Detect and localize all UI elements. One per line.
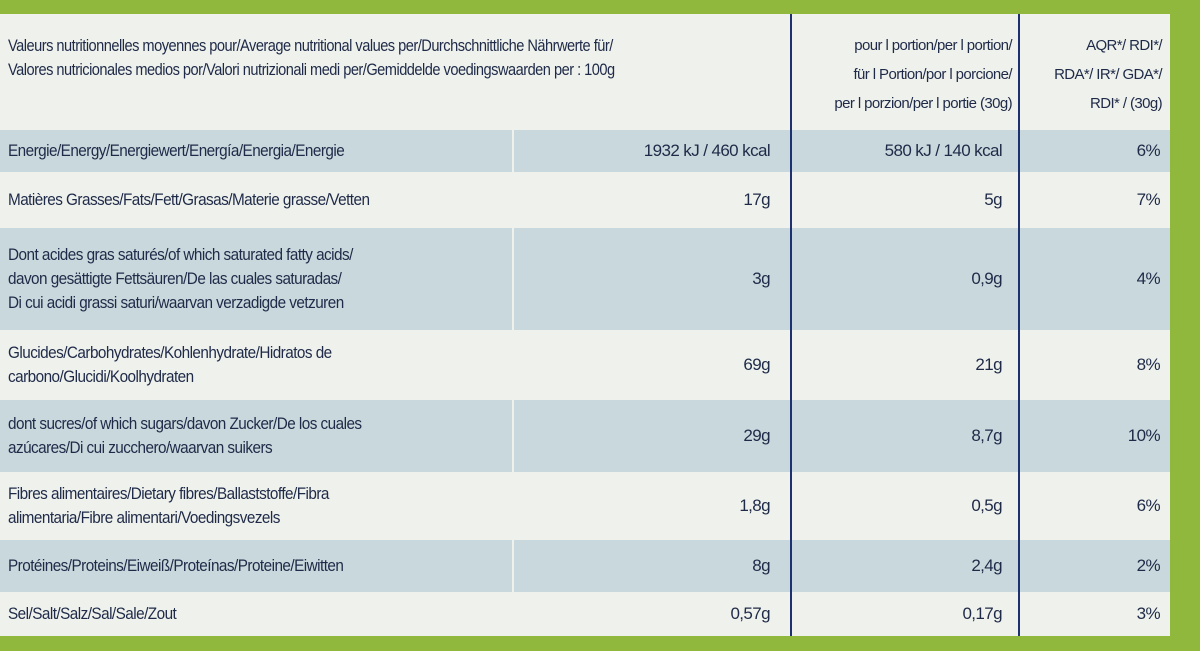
nutrient-label: Matières Grasses/Fats/Fett/Grasas/Materi… (8, 172, 370, 228)
per-100g-value: 3g (752, 269, 770, 288)
text-line: Energie/Energy/Energiewert/Energía/Energ… (8, 141, 345, 160)
per-100g-value: 69g (743, 355, 770, 374)
nutrient-label: Sel/Salt/Salz/Sal/Sale/Zout (8, 592, 177, 636)
per-portion-value: 2,4g (971, 556, 1002, 575)
text-line: carbono/Glucidi/Koolhydraten (8, 367, 194, 386)
header-description: Valeurs nutritionnelles moyennes pour/Av… (8, 28, 615, 88)
text-line: RDI* / (30g) (1090, 94, 1163, 112)
per-portion-value: 580 kJ / 140 kcal (884, 141, 1003, 160)
per-portion-value: 21g (975, 355, 1002, 374)
per-100g-value: 29g (743, 426, 770, 445)
rdi-value: 8% (1136, 355, 1161, 374)
nutrient-row: Fibres alimentaires/Dietary fibres/Balla… (0, 472, 1170, 540)
per-100g-value: 17g (743, 190, 770, 209)
nutrient-label: Fibres alimentaires/Dietary fibres/Balla… (8, 472, 329, 540)
per-portion-value: 0,9g (971, 269, 1002, 288)
cell-shade (512, 400, 514, 472)
rdi-value: 7% (1136, 190, 1161, 209)
text-line: alimentaria/Fibre alimentari/Voedingsvez… (8, 508, 280, 527)
rdi-value: 2% (1136, 556, 1161, 575)
rdi-value: 3% (1136, 604, 1161, 623)
text-line: für l Portion/por l porcione/ (853, 65, 1012, 83)
per-100g-value: 8g (752, 556, 770, 575)
nutrient-row: Sel/Salt/Salz/Sal/Sale/Zout 0,57g 0,17g 3% (0, 592, 1170, 636)
rdi-value: 4% (1136, 269, 1161, 288)
text-line: Matières Grasses/Fats/Fett/Grasas/Materi… (8, 190, 370, 209)
per-100g-value: 1,8g (739, 496, 770, 515)
text-line: Fibres alimentaires/Dietary fibres/Balla… (8, 484, 329, 503)
header-rdi: AQR*/ RDI*/ RDA*/ IR*/ GDA*/ RDI* / (30g) (1028, 30, 1163, 118)
nutrient-label: Energie/Energy/Energiewert/Energía/Energ… (8, 130, 345, 172)
rdi-value: 6% (1136, 496, 1161, 515)
text-line: pour l portion/per l portion/ (854, 36, 1012, 54)
per-portion-value: 8,7g (971, 426, 1002, 445)
nutrition-table: Valeurs nutritionnelles moyennes pour/Av… (0, 14, 1170, 636)
text-line: Dont acides gras saturés/of which satura… (8, 245, 353, 264)
per-portion-value: 0,5g (971, 496, 1002, 515)
text-line: davon gesättigte Fettsäuren/De las cuale… (8, 269, 342, 288)
nutrient-label: Dont acides gras saturés/of which satura… (8, 228, 353, 330)
text-line: Sel/Salt/Salz/Sal/Sale/Zout (8, 604, 177, 623)
per-100g-value: 1932 kJ / 460 kcal (643, 141, 771, 160)
text-line: Protéines/Proteins/Eiweiß/Proteínas/Prot… (8, 556, 344, 575)
per-100g-value: 0,57g (730, 604, 770, 623)
nutrient-row: dont sucres/of which sugars/davon Zucker… (0, 400, 1170, 472)
text-line: AQR*/ RDI*/ (1086, 36, 1163, 54)
nutrient-row: Matières Grasses/Fats/Fett/Grasas/Materi… (0, 172, 1170, 228)
text-line: per l porzion/per l portie (30g) (834, 94, 1012, 112)
per-portion-value: 0,17g (962, 604, 1002, 623)
rdi-value: 6% (1136, 141, 1161, 160)
nutrient-label: Protéines/Proteins/Eiweiß/Proteínas/Prot… (8, 540, 344, 592)
header-portion: pour l portion/per l portion/für l Porti… (800, 30, 1012, 118)
cell-shade (512, 130, 514, 172)
text-line: Glucides/Carbohydrates/Kohlenhydrate/Hid… (8, 343, 332, 362)
text-line: RDA*/ IR*/ GDA*/ (1054, 65, 1163, 83)
header-row: Valeurs nutritionnelles moyennes pour/Av… (0, 14, 1170, 130)
cell-shade (512, 228, 514, 330)
column-divider (790, 14, 792, 636)
nutrient-row: Dont acides gras saturés/of which satura… (0, 228, 1170, 330)
text-line: Valores nutricionales medios por/Valori … (8, 60, 615, 79)
text-line: Di cui acidi grassi saturi/waarvan verza… (8, 293, 344, 312)
column-divider (1018, 14, 1020, 636)
per-portion-value: 5g (984, 190, 1002, 209)
text-line: Valeurs nutritionnelles moyennes pour/Av… (8, 36, 613, 55)
cell-shade (512, 540, 514, 592)
nutrient-row: Energie/Energy/Energiewert/Energía/Energ… (0, 130, 1170, 172)
nutrient-row: Glucides/Carbohydrates/Kohlenhydrate/Hid… (0, 330, 1170, 400)
nutrient-label: dont sucres/of which sugars/davon Zucker… (8, 400, 362, 472)
text-line: azúcares/Di cui zucchero/waarvan suikers (8, 438, 273, 457)
text-line: dont sucres/of which sugars/davon Zucker… (8, 414, 362, 433)
nutrient-label: Glucides/Carbohydrates/Kohlenhydrate/Hid… (8, 330, 332, 400)
rdi-value: 10% (1127, 426, 1161, 445)
nutrient-row: Protéines/Proteins/Eiweiß/Proteínas/Prot… (0, 540, 1170, 592)
